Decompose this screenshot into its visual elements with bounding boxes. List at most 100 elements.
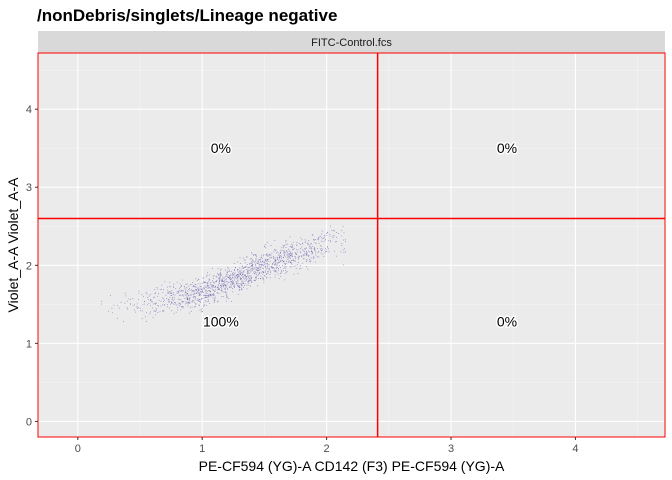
event-point: [116, 304, 118, 306]
event-point: [204, 300, 206, 302]
event-point: [247, 275, 249, 277]
event-point: [213, 285, 215, 286]
event-point: [283, 252, 284, 254]
event-point: [246, 284, 248, 286]
event-point: [157, 305, 159, 306]
event-point: [236, 283, 238, 284]
event-point: [193, 294, 195, 295]
event-point: [259, 264, 261, 266]
event-point: [154, 289, 155, 291]
event-point: [290, 246, 292, 248]
event-point: [155, 314, 157, 316]
event-point: [306, 255, 307, 256]
event-point: [288, 248, 290, 250]
event-point: [294, 260, 296, 262]
event-point: [173, 297, 175, 298]
event-point: [136, 306, 138, 308]
event-point: [345, 241, 346, 242]
event-point: [221, 279, 223, 281]
event-point: [184, 298, 186, 299]
event-point: [222, 278, 224, 280]
event-point: [295, 253, 297, 255]
event-point: [244, 274, 246, 275]
event-point: [234, 287, 235, 288]
event-point: [208, 290, 210, 291]
event-point: [190, 289, 192, 291]
event-point: [262, 271, 264, 273]
event-point: [222, 296, 224, 298]
event-point: [290, 263, 292, 265]
event-point: [248, 284, 250, 286]
event-point: [208, 300, 209, 302]
event-point: [223, 282, 225, 284]
event-point: [250, 285, 251, 287]
event-point: [224, 284, 226, 286]
event-point: [267, 271, 268, 273]
event-point: [262, 268, 264, 270]
event-point: [250, 263, 252, 264]
event-point: [247, 267, 249, 268]
x-axis-ticks: 0 1 2 3 4: [75, 437, 578, 455]
event-point: [157, 288, 159, 290]
event-point: [173, 313, 175, 315]
event-point: [179, 305, 181, 307]
event-point: [195, 293, 197, 294]
event-point: [160, 300, 162, 302]
event-point: [315, 252, 316, 254]
event-point: [171, 292, 173, 294]
event-point: [207, 301, 209, 302]
event-point: [213, 299, 215, 301]
x-tick-label: 2: [324, 443, 330, 455]
event-point: [288, 256, 290, 258]
event-point: [205, 290, 207, 292]
event-point: [265, 244, 267, 245]
event-point: [273, 258, 274, 260]
event-point: [175, 311, 177, 313]
event-point: [156, 287, 158, 288]
event-point: [240, 278, 242, 280]
event-point: [215, 286, 217, 288]
event-point: [207, 298, 209, 300]
event-point: [201, 291, 203, 292]
event-point: [309, 245, 311, 247]
event-point: [225, 275, 227, 277]
event-point: [290, 262, 292, 263]
event-point: [212, 293, 214, 295]
plot-title: /nonDebris/singlets/Lineage negative: [37, 6, 337, 25]
event-point: [155, 310, 157, 312]
event-point: [166, 298, 168, 299]
event-point: [255, 276, 257, 278]
event-point: [188, 289, 190, 291]
event-point: [212, 284, 213, 286]
event-point: [304, 248, 306, 250]
event-point: [171, 310, 173, 312]
event-point: [219, 281, 220, 282]
event-point: [149, 300, 151, 302]
event-point: [266, 263, 268, 265]
event-point: [208, 279, 210, 281]
event-point: [288, 253, 290, 255]
event-point: [194, 295, 195, 297]
event-point: [270, 272, 272, 273]
event-point: [226, 285, 228, 287]
event-point: [285, 240, 287, 241]
event-point: [167, 306, 169, 308]
event-point: [220, 274, 222, 275]
event-point: [325, 249, 327, 251]
event-point: [234, 277, 236, 279]
event-point: [230, 283, 232, 285]
event-point: [221, 278, 223, 280]
event-point: [312, 234, 314, 236]
event-point: [212, 293, 214, 295]
event-point: [188, 312, 190, 314]
event-point: [295, 257, 296, 259]
event-point: [263, 278, 264, 280]
event-point: [229, 270, 230, 272]
event-point: [247, 273, 248, 275]
event-point: [195, 306, 196, 307]
event-point: [232, 285, 234, 287]
event-point: [167, 292, 169, 294]
event-point: [277, 263, 278, 265]
event-point: [186, 287, 188, 289]
event-point: [278, 269, 279, 271]
